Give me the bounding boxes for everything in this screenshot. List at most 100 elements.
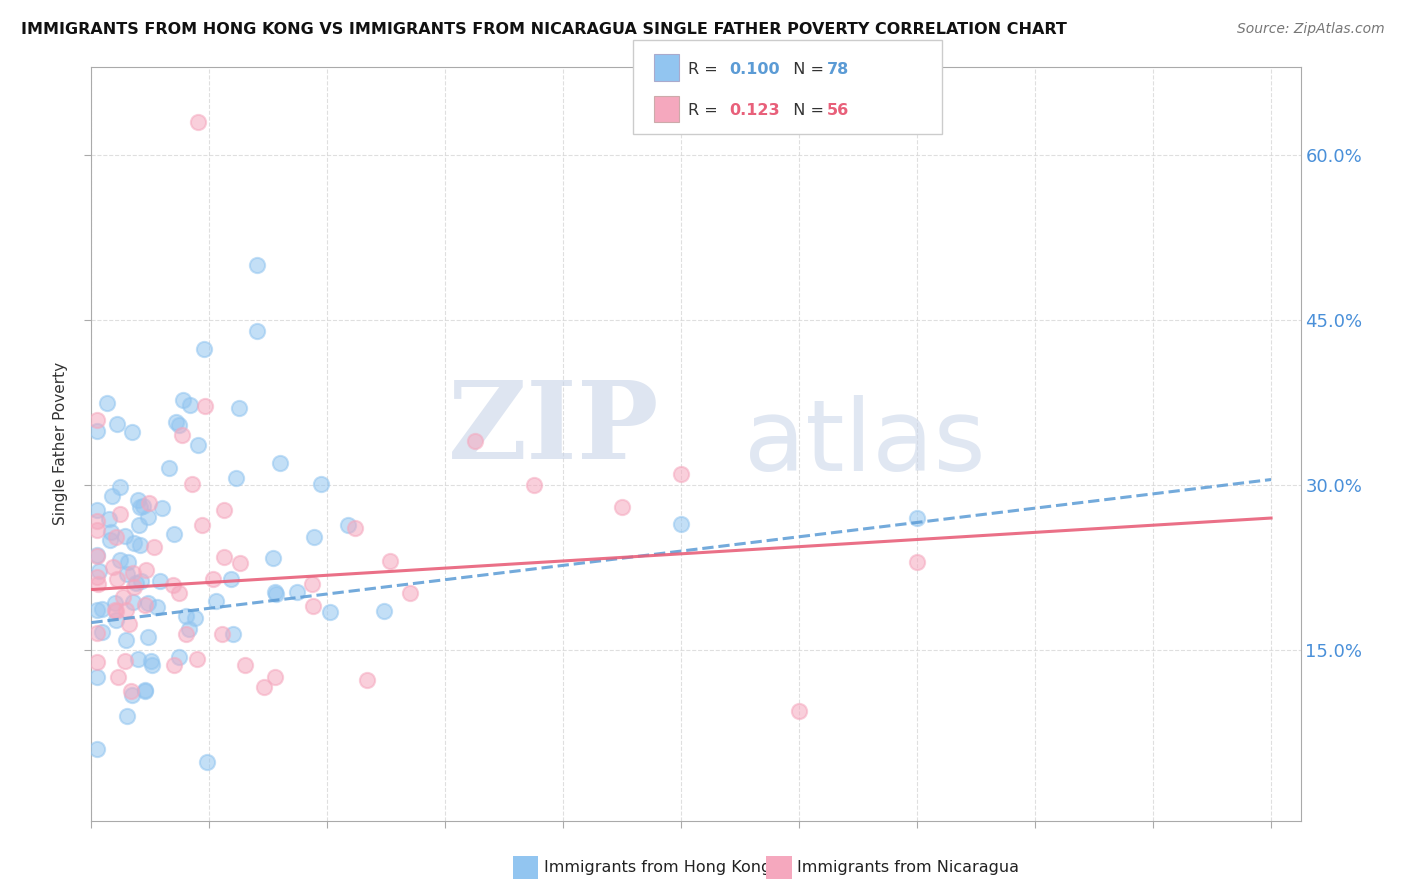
Point bbox=[115, 603, 138, 617]
Point bbox=[121, 688, 143, 702]
Point bbox=[122, 581, 145, 595]
Point bbox=[228, 401, 250, 415]
Text: Source: ZipAtlas.com: Source: ZipAtlas.com bbox=[1237, 22, 1385, 37]
Point bbox=[184, 611, 207, 625]
Point bbox=[285, 585, 308, 599]
Point bbox=[128, 517, 150, 532]
Text: ZIP: ZIP bbox=[449, 376, 659, 482]
Text: N =: N = bbox=[783, 103, 830, 119]
Point bbox=[86, 569, 108, 583]
Point bbox=[179, 398, 201, 412]
Point bbox=[378, 554, 401, 568]
Point bbox=[612, 500, 634, 514]
Text: atlas: atlas bbox=[744, 395, 986, 492]
Point bbox=[105, 572, 128, 586]
Point bbox=[302, 599, 325, 613]
Point bbox=[114, 529, 136, 543]
Point bbox=[319, 605, 342, 619]
Point bbox=[245, 258, 267, 272]
Point bbox=[124, 576, 146, 591]
Text: IMMIGRANTS FROM HONG KONG VS IMMIGRANTS FROM NICARAGUA SINGLE FATHER POVERTY COR: IMMIGRANTS FROM HONG KONG VS IMMIGRANTS … bbox=[21, 22, 1067, 37]
Point bbox=[114, 654, 136, 668]
Point bbox=[108, 553, 131, 567]
Point bbox=[264, 587, 287, 601]
Point bbox=[86, 742, 108, 756]
Point bbox=[228, 556, 250, 570]
Point bbox=[105, 613, 128, 627]
Text: 0.123: 0.123 bbox=[730, 103, 780, 119]
Point bbox=[169, 649, 191, 664]
Point bbox=[98, 512, 121, 526]
Point bbox=[115, 632, 138, 647]
Point bbox=[87, 564, 110, 578]
Point bbox=[221, 627, 243, 641]
Point bbox=[120, 684, 142, 698]
Point bbox=[118, 617, 141, 632]
Point bbox=[194, 399, 217, 413]
Point bbox=[136, 596, 159, 610]
Point bbox=[135, 563, 157, 577]
Point bbox=[252, 681, 274, 695]
Point bbox=[143, 540, 166, 554]
Point bbox=[86, 670, 108, 684]
Point bbox=[201, 572, 224, 586]
Point bbox=[111, 590, 134, 604]
Text: N =: N = bbox=[783, 62, 830, 77]
Point bbox=[86, 549, 108, 563]
Point bbox=[343, 521, 366, 535]
Point bbox=[86, 503, 108, 517]
Point bbox=[121, 566, 143, 581]
Point bbox=[174, 608, 197, 623]
Point bbox=[115, 709, 138, 723]
Point bbox=[157, 461, 180, 475]
Point bbox=[138, 630, 160, 644]
Point bbox=[86, 524, 108, 538]
Point bbox=[134, 682, 156, 697]
Point bbox=[115, 567, 138, 582]
Point bbox=[205, 594, 228, 608]
Point bbox=[86, 655, 108, 669]
Point bbox=[117, 555, 139, 569]
Point bbox=[132, 499, 155, 513]
Point bbox=[96, 396, 118, 410]
Point bbox=[110, 480, 132, 494]
Text: 78: 78 bbox=[827, 62, 849, 77]
Point bbox=[177, 623, 200, 637]
Point bbox=[169, 586, 191, 600]
Point bbox=[337, 517, 360, 532]
Point bbox=[233, 657, 256, 672]
Point bbox=[91, 602, 114, 616]
Point bbox=[263, 670, 285, 684]
Point bbox=[107, 417, 129, 432]
Point bbox=[129, 538, 152, 552]
Point bbox=[172, 428, 194, 442]
Point bbox=[86, 514, 108, 528]
Point bbox=[134, 684, 156, 698]
Point bbox=[101, 489, 124, 503]
Point bbox=[262, 550, 284, 565]
Text: 56: 56 bbox=[827, 103, 849, 119]
Text: Immigrants from Nicaragua: Immigrants from Nicaragua bbox=[797, 861, 1019, 875]
Point bbox=[139, 654, 162, 668]
Point bbox=[186, 652, 208, 666]
Point bbox=[187, 437, 209, 451]
Point bbox=[86, 548, 108, 562]
Point bbox=[104, 596, 127, 610]
Text: 0.100: 0.100 bbox=[730, 62, 780, 77]
Point bbox=[162, 527, 184, 541]
Point bbox=[905, 511, 928, 525]
Point bbox=[212, 503, 235, 517]
Point bbox=[165, 415, 187, 429]
Point bbox=[671, 516, 693, 531]
Point bbox=[141, 657, 163, 672]
Point bbox=[86, 626, 108, 640]
Point bbox=[302, 530, 325, 544]
Point bbox=[787, 704, 810, 718]
Point bbox=[197, 755, 219, 769]
Point bbox=[127, 493, 149, 508]
Point bbox=[100, 524, 122, 539]
Point bbox=[211, 627, 233, 641]
Point bbox=[172, 392, 194, 407]
Point bbox=[464, 434, 486, 448]
Point bbox=[269, 456, 291, 470]
